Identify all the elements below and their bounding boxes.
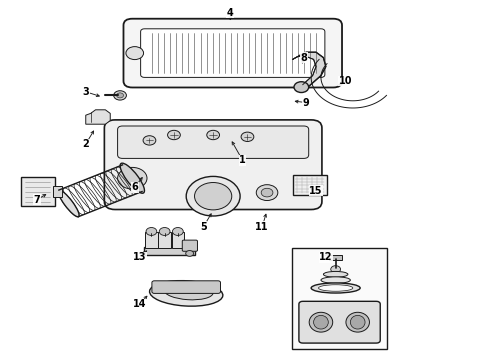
Text: 9: 9	[303, 98, 310, 108]
Text: 1: 1	[239, 155, 246, 165]
FancyBboxPatch shape	[118, 126, 309, 158]
Circle shape	[207, 130, 220, 140]
Ellipse shape	[309, 312, 333, 332]
Circle shape	[168, 130, 180, 140]
FancyBboxPatch shape	[329, 255, 342, 260]
Circle shape	[114, 91, 126, 100]
Text: 14: 14	[133, 299, 147, 309]
Text: 11: 11	[255, 222, 269, 232]
Ellipse shape	[164, 283, 213, 300]
Circle shape	[256, 185, 278, 201]
FancyBboxPatch shape	[144, 247, 195, 255]
Ellipse shape	[120, 163, 145, 193]
FancyBboxPatch shape	[141, 29, 325, 77]
Text: 6: 6	[131, 182, 138, 192]
Ellipse shape	[346, 312, 369, 332]
Circle shape	[294, 82, 309, 93]
Polygon shape	[86, 110, 110, 124]
Ellipse shape	[58, 190, 79, 217]
Circle shape	[117, 93, 123, 98]
Circle shape	[186, 251, 194, 256]
Circle shape	[186, 176, 240, 216]
Text: 10: 10	[339, 76, 352, 86]
Polygon shape	[293, 52, 326, 86]
Text: 8: 8	[300, 53, 307, 63]
Text: 15: 15	[309, 186, 323, 196]
Text: 3: 3	[82, 87, 89, 97]
Ellipse shape	[323, 271, 348, 277]
Text: 12: 12	[319, 252, 333, 262]
FancyBboxPatch shape	[182, 240, 197, 251]
FancyBboxPatch shape	[123, 19, 342, 87]
FancyBboxPatch shape	[104, 120, 322, 210]
Ellipse shape	[318, 285, 353, 291]
FancyBboxPatch shape	[299, 301, 380, 343]
Text: 7: 7	[33, 195, 40, 205]
Ellipse shape	[321, 277, 350, 283]
Circle shape	[146, 228, 157, 235]
Circle shape	[159, 228, 170, 235]
Circle shape	[118, 167, 147, 189]
FancyBboxPatch shape	[292, 248, 387, 349]
FancyBboxPatch shape	[152, 281, 220, 293]
FancyBboxPatch shape	[158, 232, 171, 248]
FancyBboxPatch shape	[293, 175, 327, 195]
Circle shape	[126, 46, 144, 59]
Circle shape	[195, 183, 232, 210]
Ellipse shape	[350, 315, 365, 329]
Text: 13: 13	[133, 252, 147, 262]
Text: 2: 2	[82, 139, 89, 149]
Ellipse shape	[149, 281, 223, 306]
FancyBboxPatch shape	[172, 232, 184, 248]
FancyBboxPatch shape	[21, 177, 55, 206]
Ellipse shape	[311, 283, 360, 293]
Circle shape	[331, 266, 341, 273]
FancyBboxPatch shape	[145, 232, 158, 248]
Circle shape	[143, 136, 156, 145]
Text: 5: 5	[200, 222, 207, 232]
Text: 4: 4	[227, 8, 234, 18]
Circle shape	[172, 228, 183, 235]
Circle shape	[261, 188, 273, 197]
Circle shape	[241, 132, 254, 141]
Ellipse shape	[314, 315, 328, 329]
FancyBboxPatch shape	[53, 186, 62, 197]
